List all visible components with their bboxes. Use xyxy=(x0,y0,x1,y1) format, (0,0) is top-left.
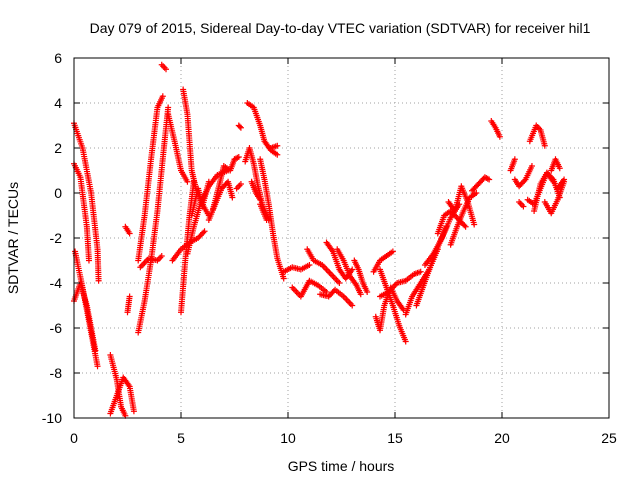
data-point xyxy=(389,248,396,255)
data-point xyxy=(159,93,166,100)
data-point xyxy=(462,223,469,230)
y-tick-label: -8 xyxy=(50,365,63,381)
y-tick-label: -6 xyxy=(50,320,63,336)
x-tick-label: 20 xyxy=(494,430,510,446)
data-point xyxy=(130,408,137,415)
x-axis-label: GPS time / hours xyxy=(288,458,395,474)
data-point xyxy=(473,190,480,196)
data-point xyxy=(126,293,133,300)
data-point xyxy=(94,363,101,370)
data-point xyxy=(92,347,99,354)
data-point xyxy=(200,229,207,236)
y-tick-label: -2 xyxy=(50,230,63,246)
data-point xyxy=(263,217,270,223)
data-point xyxy=(349,302,356,309)
data-point xyxy=(165,104,172,111)
y-axis-label: SDTVAR / TECUs xyxy=(5,182,21,294)
data-point xyxy=(158,253,165,259)
data-point xyxy=(417,268,424,275)
data-point xyxy=(126,230,133,237)
y-tick-label: 0 xyxy=(54,185,62,201)
data-point xyxy=(402,338,409,345)
data-point xyxy=(528,163,535,169)
axis-ticks: 0 5 10 15 20 25 -10 -8 -6 -4 -2 0 2 4 6 xyxy=(42,50,617,446)
x-tick-label: 5 xyxy=(177,430,185,446)
data-point xyxy=(184,178,191,185)
data-markers xyxy=(71,61,568,419)
data-point xyxy=(280,275,287,282)
data-point xyxy=(235,154,242,160)
y-tick-label: -10 xyxy=(42,410,62,426)
data-point xyxy=(236,123,243,130)
data-point xyxy=(357,291,364,298)
data-point xyxy=(349,266,356,273)
grid-lines xyxy=(74,58,609,418)
data-point xyxy=(511,156,518,163)
y-tick-label: 2 xyxy=(54,140,62,156)
chart-title: Day 079 of 2015, Sidereal Day-to-day VTE… xyxy=(90,20,591,36)
data-point xyxy=(561,176,568,183)
y-tick-label: 6 xyxy=(54,50,62,66)
data-point xyxy=(521,177,528,184)
y-tick-label: -4 xyxy=(50,275,63,291)
data-point xyxy=(306,262,313,268)
data-point xyxy=(205,178,212,185)
data-point xyxy=(486,176,493,183)
data-point xyxy=(229,194,236,201)
data-point xyxy=(237,181,244,187)
data-point xyxy=(541,142,548,149)
data-point xyxy=(201,228,208,235)
x-tick-label: 0 xyxy=(70,430,78,446)
data-point xyxy=(471,221,478,228)
data-point xyxy=(274,142,281,149)
data-point xyxy=(237,124,244,131)
data-point xyxy=(461,222,468,229)
data-point xyxy=(364,289,371,295)
data-point xyxy=(549,175,556,182)
data-point xyxy=(274,151,281,158)
x-tick-label: 10 xyxy=(280,430,296,446)
data-point xyxy=(496,133,503,140)
y-tick-label: 4 xyxy=(54,95,62,111)
data-point xyxy=(163,66,170,73)
x-tick-label: 15 xyxy=(387,430,403,446)
data-point xyxy=(556,165,563,172)
data-point xyxy=(336,280,343,286)
data-point xyxy=(95,277,102,284)
x-tick-label: 25 xyxy=(601,430,617,446)
data-point xyxy=(520,203,527,210)
data-point xyxy=(85,257,92,264)
data-point xyxy=(257,196,264,203)
